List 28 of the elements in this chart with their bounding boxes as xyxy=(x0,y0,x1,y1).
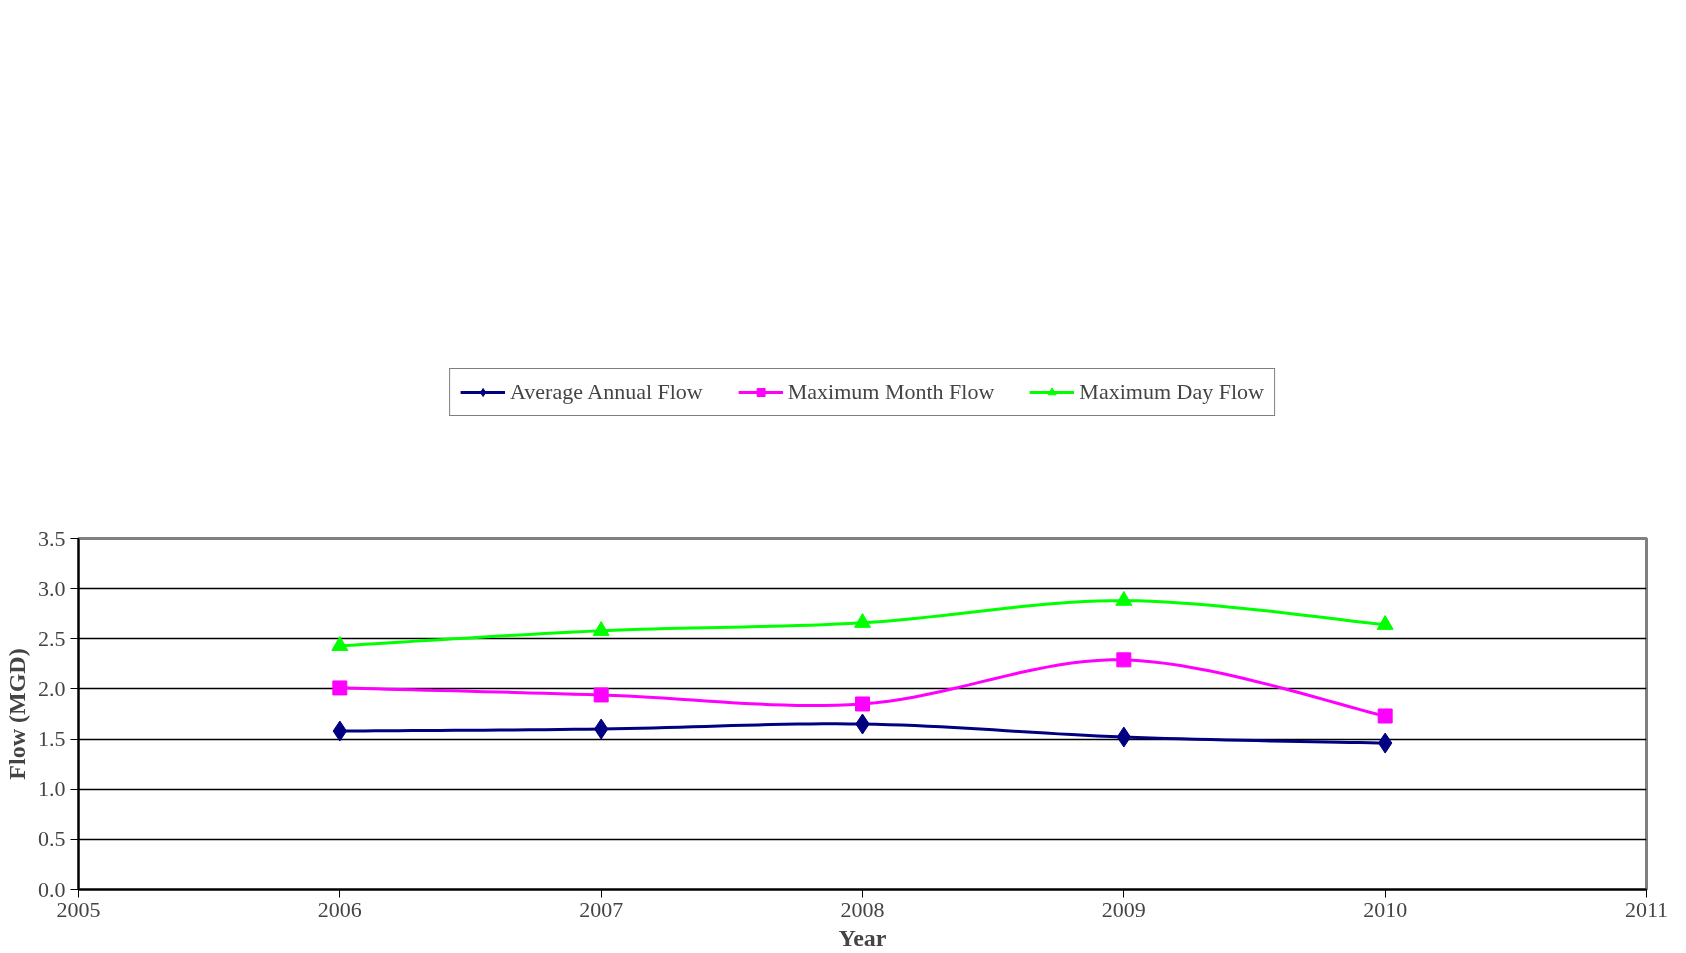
point xyxy=(1376,615,1394,630)
legend-label: Average Annual Flow xyxy=(510,378,703,405)
y-tick-label: 1.5 xyxy=(38,726,66,752)
y-axis-title: Flow (MGD) xyxy=(4,648,30,780)
point xyxy=(592,621,610,636)
point xyxy=(1116,652,1132,668)
x-tick-label: 2011 xyxy=(1624,896,1669,922)
y-tick-label: 3.0 xyxy=(38,575,66,601)
y-tick-label: 3.5 xyxy=(38,525,66,551)
x-tick-label: 2006 xyxy=(317,896,362,922)
point xyxy=(855,696,870,712)
y-tick-label: 2.5 xyxy=(38,625,66,651)
point xyxy=(854,613,871,628)
x-axis-title: Year xyxy=(838,924,887,951)
point xyxy=(1115,590,1133,606)
y-tick-label: 0.5 xyxy=(38,826,66,852)
point xyxy=(331,636,349,651)
point xyxy=(593,687,609,703)
x-tick-label: 2007 xyxy=(579,896,624,922)
legend-label: Maximum Day Flow xyxy=(1079,378,1264,405)
x-tick-label: 2009 xyxy=(1101,896,1146,922)
y-tick-label: 1.0 xyxy=(38,776,66,802)
point xyxy=(1377,708,1393,724)
x-tick-label: 2010 xyxy=(1363,896,1408,922)
point xyxy=(332,680,348,696)
y-tick-label: 2.0 xyxy=(38,675,66,701)
legend-label: Maximum Month Flow xyxy=(787,378,995,405)
x-tick-label: 2008 xyxy=(840,896,885,922)
